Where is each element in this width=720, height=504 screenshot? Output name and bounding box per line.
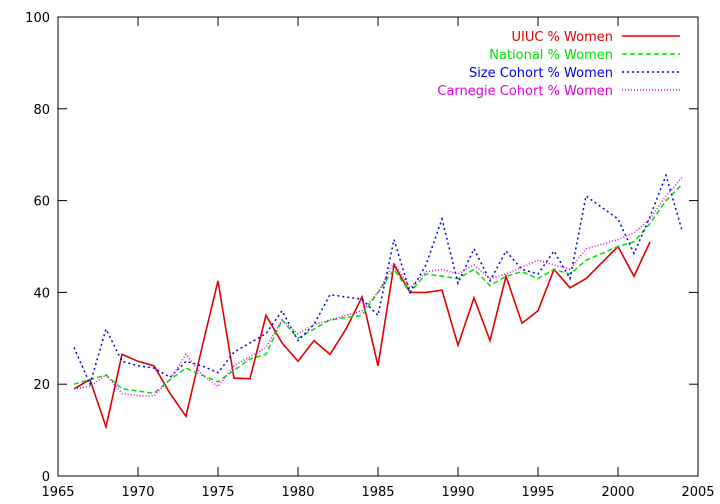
x-tick-label: 1990: [441, 485, 474, 500]
x-tick-label: 1980: [281, 485, 314, 500]
x-tick-label: 2005: [681, 485, 714, 500]
series-line-0: [73, 241, 651, 430]
y-tick-label: 80: [33, 103, 50, 118]
legend-label-0: UIUC % Women: [511, 30, 613, 45]
y-tick-label: 60: [33, 195, 50, 210]
legend-label-1: National % Women: [489, 48, 613, 63]
x-tick-label: 1995: [521, 485, 554, 500]
legend: UIUC % Women National % Women Size Cohort …: [437, 30, 680, 99]
y-tick-label: 100: [25, 11, 50, 26]
y-tick-label: 20: [33, 378, 50, 393]
y-tick-label: 40: [33, 286, 50, 301]
axes: 1965 1970 1975 1980 1985 1990 1995 2000 2005 0 20 4…: [25, 11, 714, 500]
x-tick-label: 1965: [41, 485, 74, 500]
x-tick-label: 1970: [121, 485, 154, 500]
x-tick-label: 2000: [601, 485, 634, 500]
series-layer: [73, 173, 683, 430]
x-tick-label: 1975: [201, 485, 234, 500]
legend-label-2: Size Cohort % Women: [469, 66, 613, 81]
y-tick-label: 0: [42, 470, 50, 485]
series-line-3: [73, 177, 683, 397]
series-line-2: [73, 173, 683, 387]
x-tick-label: 1985: [361, 485, 394, 500]
legend-label-3: Carnegie Cohort % Women: [437, 84, 613, 99]
